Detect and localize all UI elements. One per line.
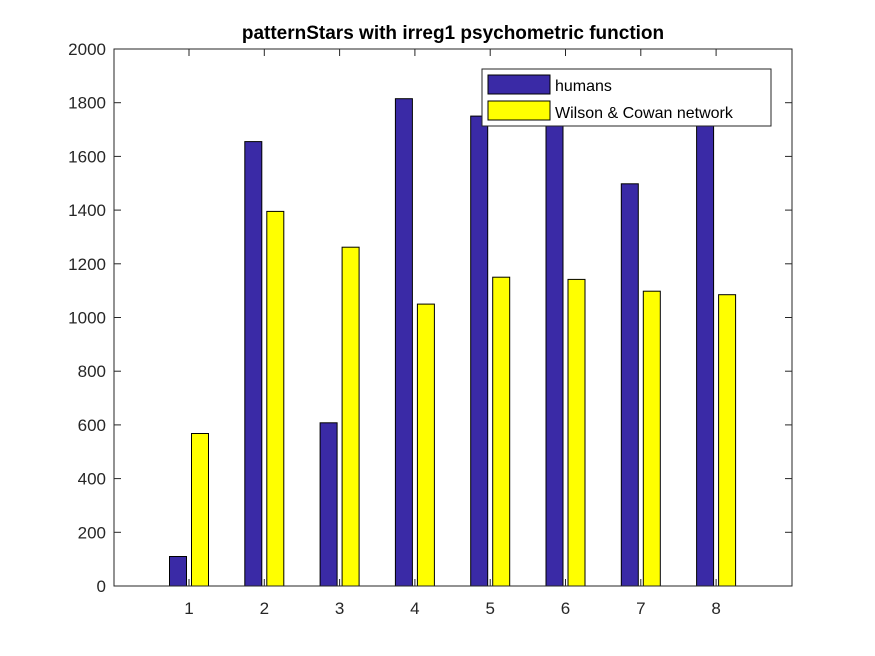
bar-humans-7	[620, 183, 639, 587]
bar-humans-2	[244, 141, 263, 587]
legend-label-wilson-cowan: Wilson & Cowan network	[555, 105, 734, 122]
bar-humans-4	[394, 98, 413, 587]
x-tick-label: 5	[485, 599, 494, 618]
y-tick-label: 1000	[68, 309, 106, 328]
bar-humans-8	[696, 122, 715, 587]
y-tick-label: 1800	[68, 94, 106, 113]
y-tick-label: 800	[78, 362, 106, 381]
bar-wilson-cowan-7	[642, 290, 661, 587]
chart-title: patternStars with irreg1 psychometric fu…	[242, 23, 664, 44]
y-tick-label: 1600	[68, 147, 106, 166]
bar-humans-5	[470, 115, 489, 587]
y-tick-label: 600	[78, 416, 106, 435]
x-tick-label: 2	[260, 599, 269, 618]
y-tick-label: 2000	[68, 40, 106, 59]
x-tick-label: 4	[410, 599, 419, 618]
bar-wilson-cowan-6	[567, 278, 586, 587]
legend-label-humans: humans	[555, 78, 612, 95]
plot-area	[114, 49, 792, 586]
y-tick-label: 200	[78, 523, 106, 542]
bar-humans-6	[545, 119, 564, 587]
bar-wilson-cowan-8	[718, 294, 737, 587]
x-tick-label: 6	[561, 599, 570, 618]
legend-swatch-wilson-cowan	[487, 100, 551, 121]
x-axis: 1 2 3 4 5 6 7 8	[184, 49, 721, 618]
bar-wilson-cowan-1	[191, 433, 209, 587]
bar-wilson-cowan-3	[341, 246, 360, 587]
y-axis: 0 200 400 600 800 1000 1200 1400 1600 1800 2000	[68, 40, 792, 596]
legend: humans Wilson & Cowan network	[481, 68, 772, 127]
bar-humans-3	[319, 422, 338, 587]
bar-humans-1	[169, 556, 187, 587]
y-tick-label: 1200	[68, 255, 106, 274]
y-tick-label: 400	[78, 470, 106, 489]
y-tick-label: 1400	[68, 201, 106, 220]
x-tick-label: 7	[636, 599, 645, 618]
bar-wilson-cowan-5	[492, 276, 511, 587]
x-tick-label: 1	[184, 599, 193, 618]
y-tick-label: 0	[97, 577, 106, 596]
legend-swatch-humans	[487, 74, 551, 95]
x-tick-label: 8	[711, 599, 720, 618]
bar-wilson-cowan-2	[266, 210, 285, 587]
bar-wilson-cowan-4	[416, 303, 435, 587]
bars-group	[169, 98, 737, 587]
x-tick-label: 3	[335, 599, 344, 618]
